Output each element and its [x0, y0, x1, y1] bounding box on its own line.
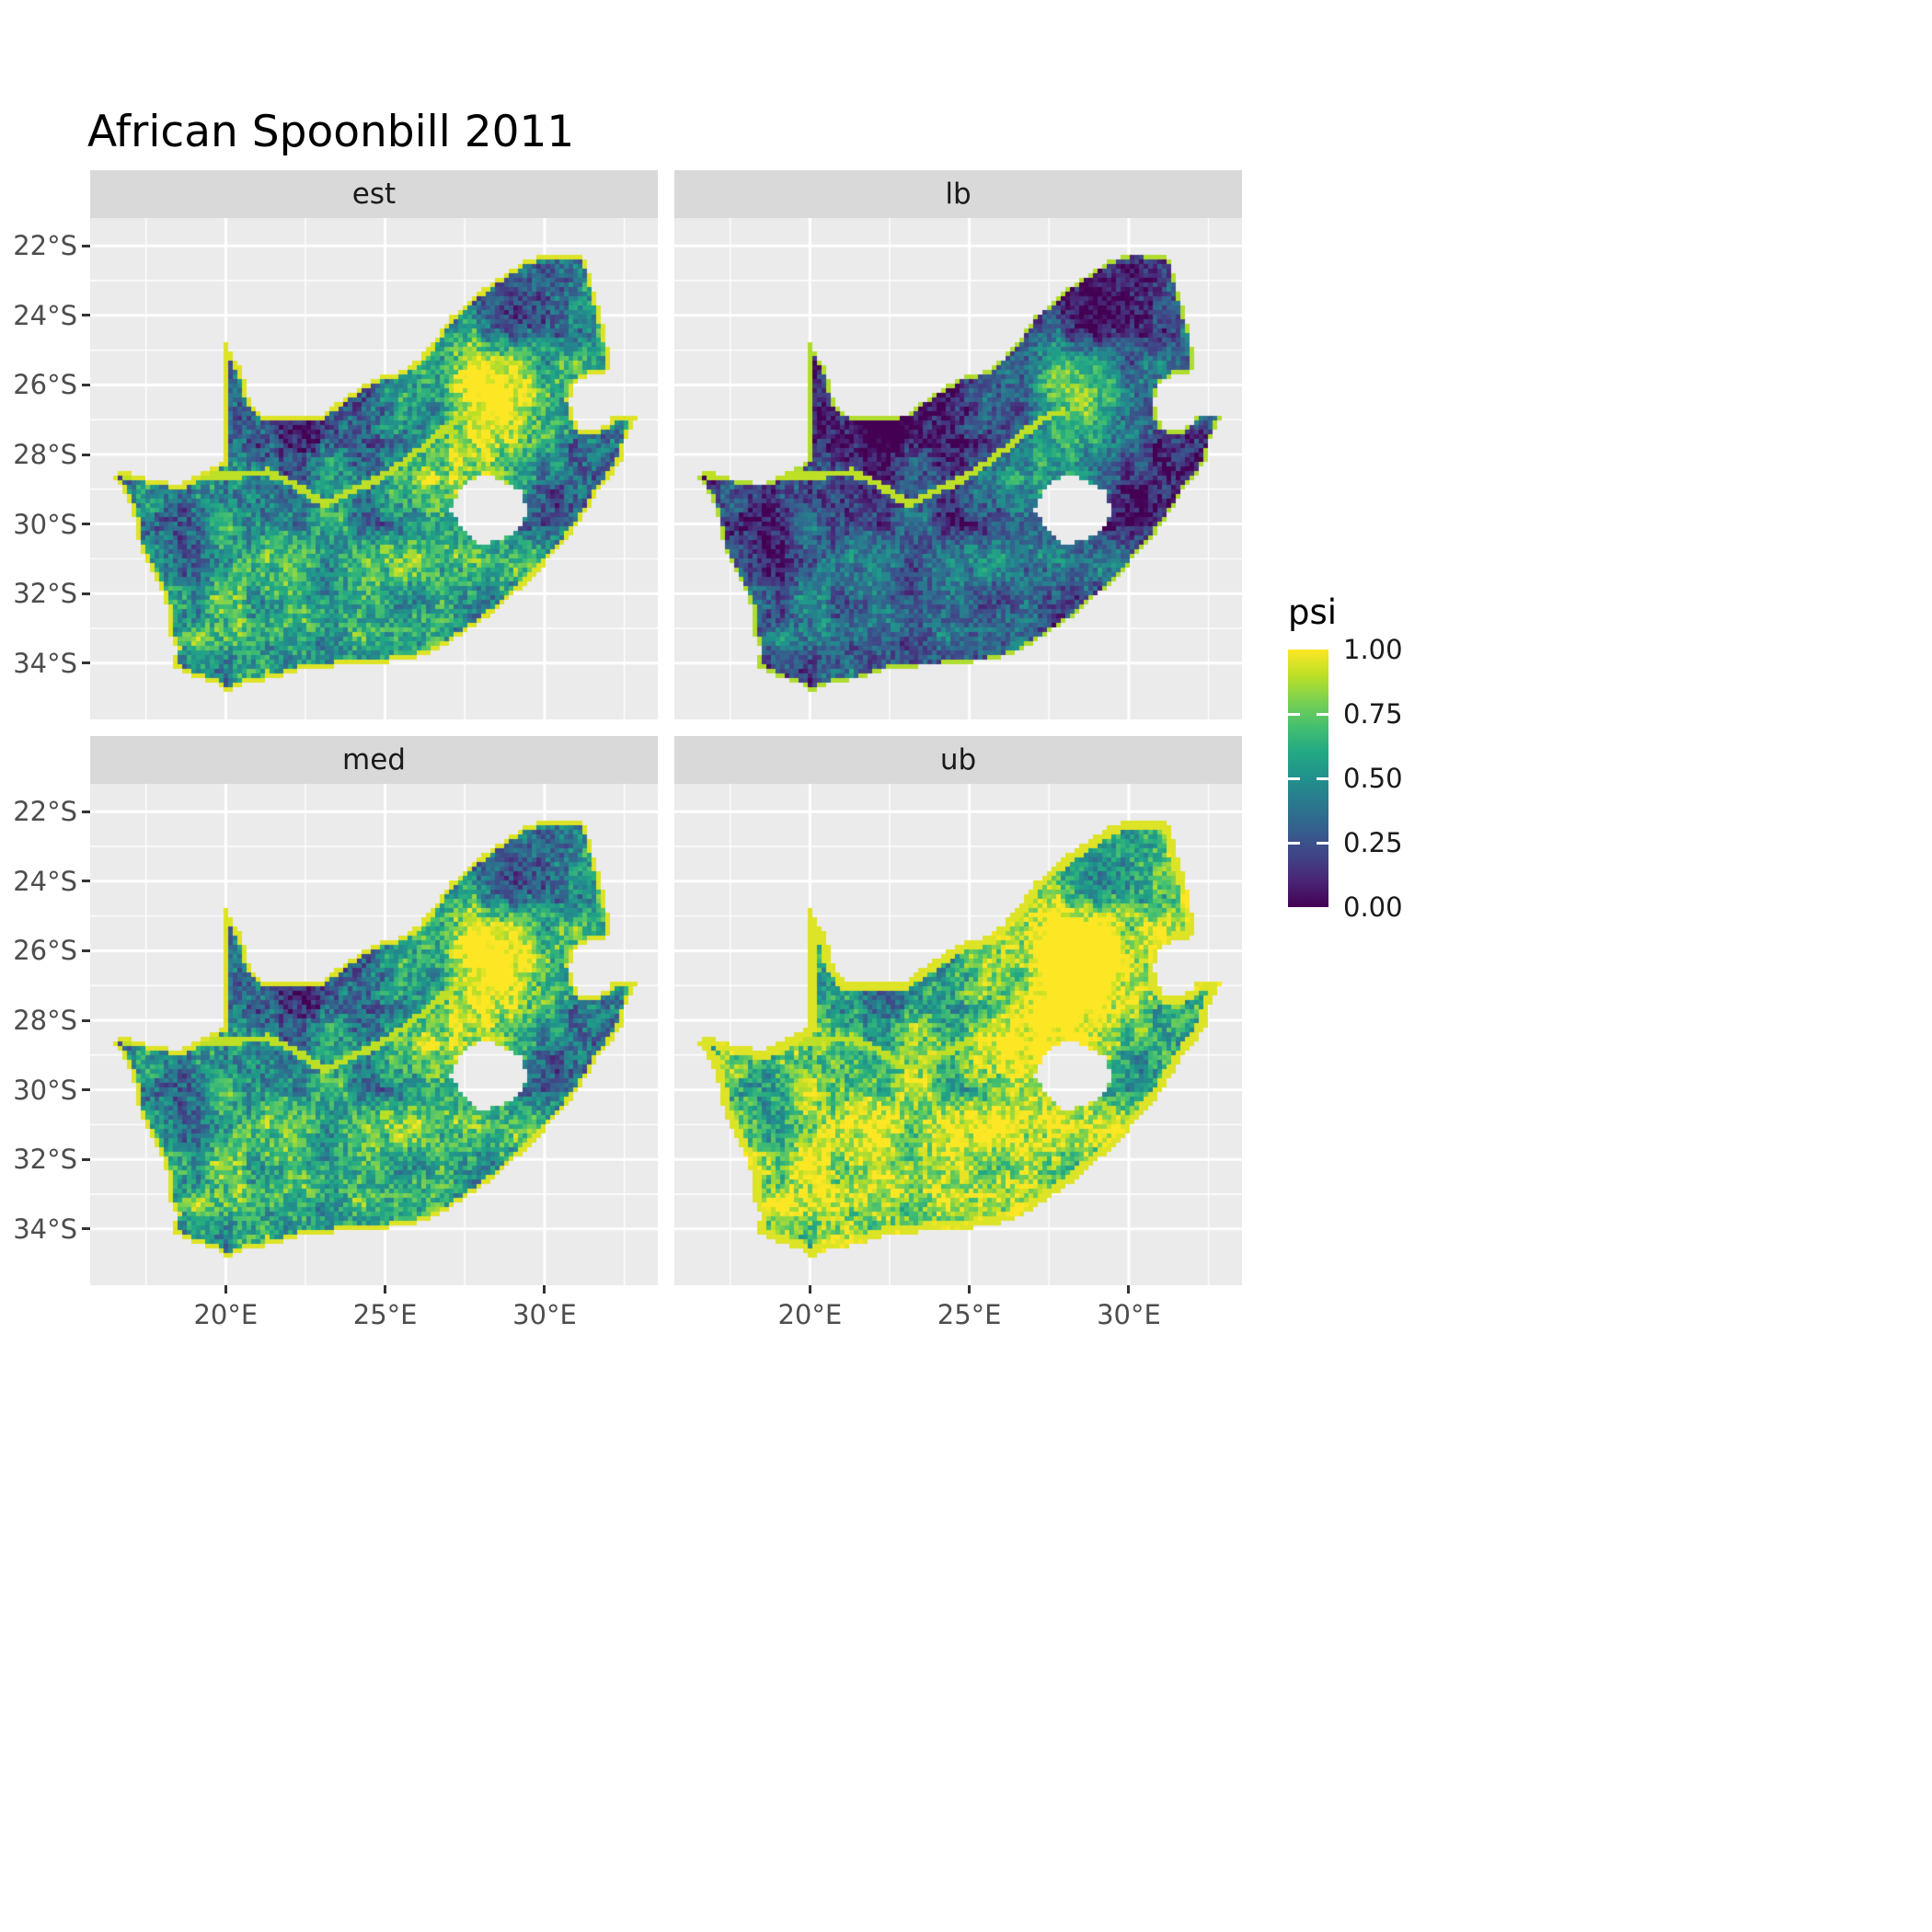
y-axis-tick-label: 28°S: [13, 439, 77, 470]
x-axis-tick-label: 20°E: [193, 1299, 259, 1330]
legend-tick-label: 0.00: [1343, 891, 1403, 923]
y-axis-tick-mark: [82, 810, 90, 813]
x-axis-tick-mark: [384, 1285, 387, 1294]
legend-tick-label: 0.50: [1343, 763, 1403, 794]
map-raster-med: [90, 784, 658, 1285]
plot-title: African Spoonbill 2011: [87, 107, 575, 157]
y-axis-tick-mark: [82, 244, 90, 247]
y-axis-tick-label: 30°S: [13, 508, 77, 540]
y-axis-tick-label: 26°S: [13, 935, 77, 967]
y-axis-tick-mark: [82, 314, 90, 317]
y-axis-tick-mark: [82, 949, 90, 952]
y-axis-tick-label: 32°S: [13, 578, 77, 610]
legend-tick-mark: [1317, 776, 1328, 780]
y-axis-tick-label: 32°S: [13, 1144, 77, 1176]
y-axis-tick-mark: [82, 1018, 90, 1022]
y-axis-tick-label: 24°S: [13, 299, 77, 331]
facet-strip-lb: lb: [674, 170, 1242, 218]
legend-tick-mark: [1288, 776, 1300, 780]
y-axis-tick-mark: [82, 523, 90, 526]
y-axis-tick-mark: [82, 383, 90, 386]
facet-strip-label-lb: lb: [945, 178, 972, 211]
y-axis-tick-label: 30°S: [13, 1074, 77, 1106]
legend-tick-label: 0.75: [1343, 698, 1403, 730]
x-axis-tick-label: 25°E: [937, 1299, 1002, 1330]
map-raster-ub: [674, 784, 1242, 1285]
facet-strip-label-est: est: [351, 178, 397, 211]
legend-tick-label: 1.00: [1343, 634, 1403, 665]
x-axis-tick-label: 30°E: [512, 1299, 577, 1330]
y-axis-tick-label: 34°S: [13, 1213, 77, 1245]
facet-strip-med: med: [90, 736, 658, 784]
facet-panel-med: [90, 784, 658, 1285]
x-axis-tick-mark: [543, 1285, 546, 1294]
y-axis-tick-label: 22°S: [13, 230, 77, 262]
legend-tick-mark: [1288, 712, 1300, 716]
x-axis-tick-mark: [1127, 1285, 1131, 1294]
y-axis-tick-mark: [82, 661, 90, 665]
y-axis-tick-label: 26°S: [13, 369, 77, 401]
x-axis-tick-label: 20°E: [777, 1299, 843, 1330]
facet-strip-est: est: [90, 170, 658, 218]
map-raster-lb: [674, 218, 1242, 719]
facet-panel-lb: [674, 218, 1242, 719]
legend-tick-mark: [1317, 712, 1328, 716]
x-axis-tick-mark: [808, 1285, 811, 1294]
y-axis-tick-mark: [82, 453, 90, 456]
facet-panel-est: [90, 218, 658, 719]
y-axis-tick-mark: [82, 1227, 90, 1231]
y-axis-tick-mark: [82, 592, 90, 595]
facet-strip-ub: ub: [674, 736, 1242, 784]
x-axis-tick-label: 30°E: [1097, 1299, 1161, 1330]
y-axis-tick-mark: [82, 1088, 90, 1092]
y-axis-tick-label: 24°S: [13, 865, 77, 897]
y-axis-tick-mark: [82, 1157, 90, 1161]
facet-strip-label-ub: ub: [939, 743, 977, 776]
map-raster-est: [90, 218, 658, 719]
y-axis-tick-label: 34°S: [13, 647, 77, 679]
y-axis-tick-mark: [82, 880, 90, 883]
y-axis-tick-label: 28°S: [13, 1005, 77, 1036]
facet-panel-ub: [674, 784, 1242, 1285]
legend-tick-mark: [1288, 841, 1300, 845]
legend-tick-label: 0.25: [1343, 827, 1403, 858]
legend-tick-mark: [1317, 841, 1328, 845]
y-axis-tick-label: 22°S: [13, 796, 77, 828]
x-axis-tick-mark: [224, 1285, 227, 1294]
facet-strip-label-med: med: [342, 743, 406, 776]
legend-title: psi: [1288, 592, 1338, 632]
x-axis-tick-label: 25°E: [352, 1299, 418, 1330]
x-axis-tick-mark: [968, 1285, 972, 1294]
